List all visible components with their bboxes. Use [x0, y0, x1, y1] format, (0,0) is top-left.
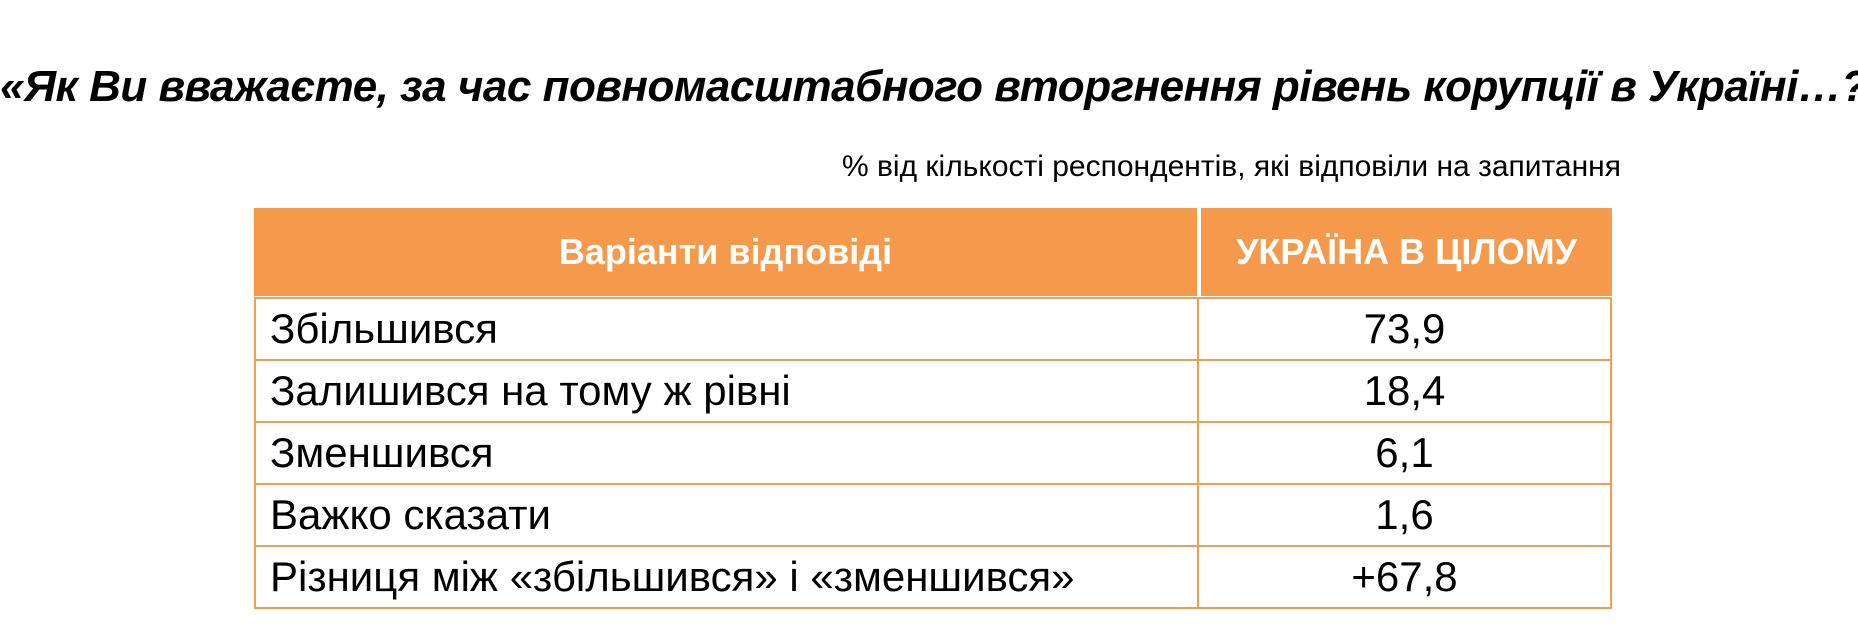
- answer-label: Різниця між «збільшився» і «зменшився»: [256, 547, 1199, 607]
- answer-label: Зменшився: [256, 423, 1199, 483]
- table-row-same-level: Залишився на тому ж рівні 18,4: [256, 359, 1610, 421]
- results-table: Варіанти відповіді УКРАЇНА В ЦІЛОМУ Збіл…: [254, 208, 1612, 609]
- answer-value: 18,4: [1199, 361, 1610, 421]
- answer-value: +67,8: [1199, 547, 1610, 607]
- answer-label: Збільшився: [256, 299, 1199, 359]
- answer-label: Залишився на тому ж рівні: [256, 361, 1199, 421]
- table-row-increased: Збільшився 73,9: [256, 299, 1610, 359]
- table-body: Збільшився 73,9 Залишився на тому ж рівн…: [254, 297, 1612, 609]
- column-header-answers: Варіанти відповіді: [254, 208, 1197, 296]
- table-note: % від кількості респондентів, які відпов…: [841, 150, 1621, 183]
- table-header-row: Варіанти відповіді УКРАЇНА В ЦІЛОМУ: [254, 208, 1612, 296]
- table-row-difference: Різниця між «збільшився» і «зменшився» +…: [256, 545, 1610, 607]
- answer-value: 1,6: [1199, 485, 1610, 545]
- table-row-decreased: Зменшився 6,1: [256, 421, 1610, 483]
- answer-label: Важко сказати: [256, 485, 1199, 545]
- answer-value: 73,9: [1199, 299, 1610, 359]
- slide-title: «Як Ви вважаєте, за час повномасштабного…: [0, 62, 1858, 111]
- header-divider: [1197, 208, 1201, 296]
- answer-value: 6,1: [1199, 423, 1610, 483]
- table-row-hard-to-say: Важко сказати 1,6: [256, 483, 1610, 545]
- column-header-ukraine: УКРАЇНА В ЦІЛОМУ: [1201, 208, 1612, 296]
